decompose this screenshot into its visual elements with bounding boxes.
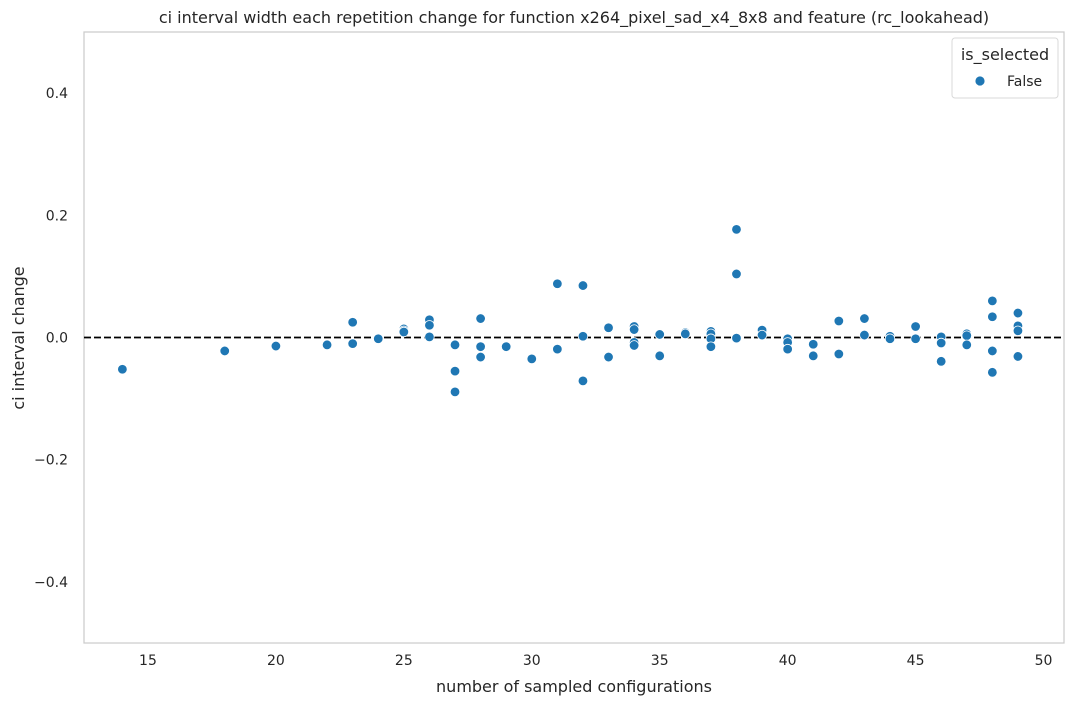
data-point (910, 333, 921, 344)
data-point (424, 331, 435, 343)
x-tick-label: 20 (267, 653, 285, 669)
y-tick-label: 0.0 (46, 331, 68, 347)
data-point (552, 343, 563, 355)
data-point (347, 338, 358, 349)
data-point (475, 313, 486, 324)
chart-title: ci interval width each repetition change… (159, 8, 989, 28)
data-point (1012, 325, 1024, 336)
x-tick-label: 35 (651, 653, 669, 669)
data-point (475, 351, 486, 363)
data-point (1012, 351, 1024, 362)
data-point (449, 365, 461, 377)
legend: is_selected False (951, 37, 1059, 99)
x-tick-label: 15 (139, 653, 157, 669)
data-point (500, 341, 512, 352)
data-point (987, 295, 998, 307)
data-point (731, 332, 742, 344)
x-tick-label: 40 (779, 653, 797, 669)
data-point (859, 329, 870, 341)
data-point (552, 278, 563, 289)
x-tick-label: 25 (395, 653, 413, 669)
data-point (884, 333, 896, 344)
y-tick-label: 0.2 (46, 208, 68, 224)
x-axis-label: number of sampled configurations (436, 677, 712, 696)
data-point (731, 268, 742, 280)
data-point (373, 333, 384, 344)
data-point (603, 351, 614, 363)
data-point (449, 339, 461, 351)
data-point (782, 343, 793, 355)
data-point (833, 348, 845, 360)
legend-marker-false (974, 75, 986, 87)
data-point (603, 322, 614, 333)
data-point (347, 317, 358, 328)
data-point (628, 324, 640, 335)
y-axis-ticks: −0.4 −0.2 0.0 0.2 0.4 (34, 86, 68, 591)
x-tick-label: 45 (907, 653, 925, 669)
data-point (321, 339, 333, 351)
data-point (475, 341, 486, 352)
x-axis-ticks: 15 20 25 30 35 40 45 50 (139, 653, 1052, 669)
y-tick-label: −0.4 (34, 575, 68, 591)
data-point (219, 345, 230, 357)
data-point (935, 356, 947, 367)
y-tick-label: 0.4 (46, 86, 68, 102)
data-point (859, 313, 870, 324)
legend-label-false: False (1007, 74, 1042, 90)
data-point (449, 386, 461, 398)
y-axis-label: ci interval change (9, 266, 28, 409)
data-point (756, 329, 768, 341)
data-point (910, 321, 921, 332)
data-point (987, 311, 998, 322)
y-tick-label: −0.2 (34, 453, 68, 469)
data-point (577, 331, 589, 342)
data-point (654, 350, 665, 362)
data-point (628, 340, 640, 351)
data-point (808, 350, 819, 362)
data-point (270, 340, 282, 352)
data-point (526, 353, 537, 365)
data-point (935, 337, 947, 349)
data-point (987, 367, 998, 378)
data-point (808, 339, 819, 350)
data-point (731, 224, 742, 235)
legend-title: is_selected (961, 45, 1049, 65)
data-point (654, 329, 665, 340)
data-point (680, 328, 691, 340)
data-point (961, 330, 972, 341)
data-point (577, 375, 589, 387)
data-point (117, 364, 128, 375)
data-point (833, 315, 845, 327)
data-point (961, 339, 972, 351)
data-point (1012, 307, 1024, 319)
data-point (987, 345, 998, 357)
data-point (424, 320, 435, 331)
x-tick-label: 30 (523, 653, 541, 669)
data-points (117, 224, 1024, 398)
x-tick-label: 50 (1035, 653, 1053, 669)
data-point (705, 341, 717, 352)
data-point (577, 280, 589, 291)
data-point (398, 326, 410, 338)
